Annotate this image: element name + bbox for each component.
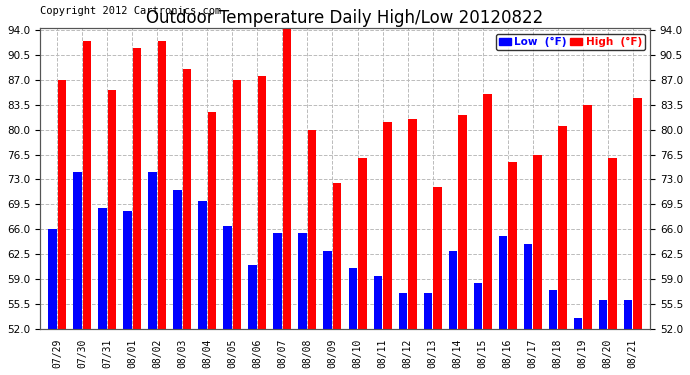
Bar xyxy=(549,290,558,329)
Bar xyxy=(533,154,542,329)
Bar xyxy=(199,201,207,329)
Bar xyxy=(573,318,582,329)
Bar xyxy=(508,162,517,329)
Bar xyxy=(624,300,632,329)
Legend: Low  (°F), High  (°F): Low (°F), High (°F) xyxy=(495,34,645,50)
Bar xyxy=(433,186,442,329)
Bar xyxy=(233,80,241,329)
Bar xyxy=(473,283,482,329)
Bar xyxy=(83,40,92,329)
Bar xyxy=(424,293,432,329)
Bar xyxy=(457,116,466,329)
Bar xyxy=(448,251,457,329)
Bar xyxy=(299,233,307,329)
Bar xyxy=(399,293,407,329)
Text: Copyright 2012 Cartronics.com: Copyright 2012 Cartronics.com xyxy=(40,6,221,16)
Bar xyxy=(73,172,82,329)
Bar xyxy=(499,236,507,329)
Bar xyxy=(258,76,266,329)
Bar xyxy=(248,265,257,329)
Bar xyxy=(283,26,291,329)
Bar xyxy=(308,130,317,329)
Bar xyxy=(208,112,217,329)
Bar xyxy=(373,276,382,329)
Bar xyxy=(383,123,391,329)
Bar xyxy=(48,229,57,329)
Bar xyxy=(158,40,166,329)
Bar xyxy=(583,105,591,329)
Title: Outdoor Temperature Daily High/Low 20120822: Outdoor Temperature Daily High/Low 20120… xyxy=(146,9,544,27)
Bar xyxy=(173,190,182,329)
Bar xyxy=(408,119,417,329)
Bar xyxy=(558,126,566,329)
Bar xyxy=(633,98,642,329)
Bar xyxy=(273,233,282,329)
Bar xyxy=(324,251,333,329)
Bar xyxy=(608,158,617,329)
Bar xyxy=(99,208,107,329)
Bar xyxy=(348,268,357,329)
Bar xyxy=(108,90,117,329)
Bar xyxy=(598,300,607,329)
Bar xyxy=(148,172,157,329)
Bar xyxy=(124,211,132,329)
Bar xyxy=(58,80,66,329)
Bar xyxy=(357,158,366,329)
Bar xyxy=(524,243,532,329)
Bar xyxy=(183,69,191,329)
Bar xyxy=(224,226,233,329)
Bar xyxy=(333,183,342,329)
Bar xyxy=(483,94,491,329)
Bar xyxy=(132,48,141,329)
